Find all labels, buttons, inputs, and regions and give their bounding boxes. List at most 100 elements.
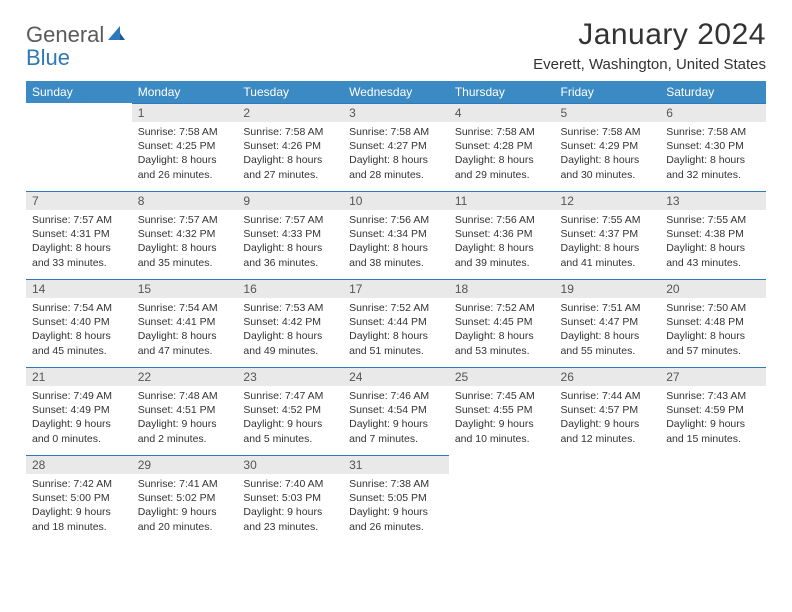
sunset-text: Sunset: 4:40 PM bbox=[32, 315, 126, 329]
calendar-cell: 14Sunrise: 7:54 AMSunset: 4:40 PMDayligh… bbox=[26, 279, 132, 367]
sunrise-text: Sunrise: 7:56 AM bbox=[349, 213, 443, 227]
sunset-text: Sunset: 4:38 PM bbox=[666, 227, 760, 241]
day-number: 11 bbox=[449, 191, 555, 210]
daylight-text-2: and 18 minutes. bbox=[32, 520, 126, 534]
sunset-text: Sunset: 4:54 PM bbox=[349, 403, 443, 417]
calendar-cell: 7 Sunrise: 7:57 AMSunset: 4:31 PMDaylight… bbox=[26, 191, 132, 279]
day-number: 22 bbox=[132, 367, 238, 386]
day-number: 3 bbox=[343, 103, 449, 122]
daylight-text-1: Daylight: 8 hours bbox=[349, 329, 443, 343]
sunrise-text: Sunrise: 7:44 AM bbox=[561, 389, 655, 403]
day-info: Sunrise: 7:50 AMSunset: 4:48 PMDaylight:… bbox=[660, 298, 766, 358]
sunrise-text: Sunrise: 7:54 AM bbox=[138, 301, 232, 315]
day-info: Sunrise: 7:58 AMSunset: 4:28 PMDaylight:… bbox=[449, 122, 555, 182]
day-number: 4 bbox=[449, 103, 555, 122]
sunrise-text: Sunrise: 7:54 AM bbox=[32, 301, 126, 315]
calendar-cell: 6Sunrise: 7:58 AMSunset: 4:30 PMDaylight… bbox=[660, 103, 766, 191]
daylight-text-2: and 45 minutes. bbox=[32, 344, 126, 358]
day-number: 21 bbox=[26, 367, 132, 386]
sunrise-text: Sunrise: 7:42 AM bbox=[32, 477, 126, 491]
sunset-text: Sunset: 4:42 PM bbox=[243, 315, 337, 329]
title-block: January 2024 Everett, Washington, United… bbox=[533, 18, 766, 73]
day-number: 19 bbox=[555, 279, 661, 298]
calendar-cell: 4Sunrise: 7:58 AMSunset: 4:28 PMDaylight… bbox=[449, 103, 555, 191]
daylight-text-2: and 35 minutes. bbox=[138, 256, 232, 270]
sunrise-text: Sunrise: 7:43 AM bbox=[666, 389, 760, 403]
calendar-cell: 1Sunrise: 7:58 AMSunset: 4:25 PMDaylight… bbox=[132, 103, 238, 191]
day-info: Sunrise: 7:54 AMSunset: 4:41 PMDaylight:… bbox=[132, 298, 238, 358]
day-info: Sunrise: 7:57 AMSunset: 4:33 PMDaylight:… bbox=[237, 210, 343, 270]
calendar-cell bbox=[555, 455, 661, 543]
calendar-cell: 9Sunrise: 7:57 AMSunset: 4:33 PMDaylight… bbox=[237, 191, 343, 279]
daylight-text-2: and 30 minutes. bbox=[561, 168, 655, 182]
day-header: Thursday bbox=[449, 81, 555, 103]
day-number: 8 bbox=[132, 191, 238, 210]
sunrise-text: Sunrise: 7:53 AM bbox=[243, 301, 337, 315]
day-header: Saturday bbox=[660, 81, 766, 103]
calendar-week: 21Sunrise: 7:49 AMSunset: 4:49 PMDayligh… bbox=[26, 367, 766, 455]
sunrise-text: Sunrise: 7:38 AM bbox=[349, 477, 443, 491]
day-number: 16 bbox=[237, 279, 343, 298]
day-info: Sunrise: 7:55 AMSunset: 4:38 PMDaylight:… bbox=[660, 210, 766, 270]
daylight-text-2: and 29 minutes. bbox=[455, 168, 549, 182]
day-number: 29 bbox=[132, 455, 238, 474]
daylight-text-1: Daylight: 8 hours bbox=[243, 153, 337, 167]
daylight-text-1: Daylight: 8 hours bbox=[243, 329, 337, 343]
sunset-text: Sunset: 4:57 PM bbox=[561, 403, 655, 417]
sunrise-text: Sunrise: 7:40 AM bbox=[243, 477, 337, 491]
day-info: Sunrise: 7:47 AMSunset: 4:52 PMDaylight:… bbox=[237, 386, 343, 446]
daylight-text-2: and 26 minutes. bbox=[349, 520, 443, 534]
daylight-text-1: Daylight: 8 hours bbox=[32, 241, 126, 255]
sunrise-text: Sunrise: 7:45 AM bbox=[455, 389, 549, 403]
daylight-text-2: and 38 minutes. bbox=[349, 256, 443, 270]
daylight-text-2: and 41 minutes. bbox=[561, 256, 655, 270]
calendar-week: 1Sunrise: 7:58 AMSunset: 4:25 PMDaylight… bbox=[26, 103, 766, 191]
sunset-text: Sunset: 5:02 PM bbox=[138, 491, 232, 505]
day-number: 7 bbox=[26, 191, 132, 210]
sunset-text: Sunset: 4:29 PM bbox=[561, 139, 655, 153]
sunrise-text: Sunrise: 7:52 AM bbox=[455, 301, 549, 315]
daylight-text-2: and 5 minutes. bbox=[243, 432, 337, 446]
sunrise-text: Sunrise: 7:57 AM bbox=[32, 213, 126, 227]
calendar-cell: 15Sunrise: 7:54 AMSunset: 4:41 PMDayligh… bbox=[132, 279, 238, 367]
day-info: Sunrise: 7:58 AMSunset: 4:25 PMDaylight:… bbox=[132, 122, 238, 182]
calendar-cell: 20Sunrise: 7:50 AMSunset: 4:48 PMDayligh… bbox=[660, 279, 766, 367]
daylight-text-2: and 2 minutes. bbox=[138, 432, 232, 446]
day-header-row: Sunday Monday Tuesday Wednesday Thursday… bbox=[26, 81, 766, 103]
calendar-cell: 13Sunrise: 7:55 AMSunset: 4:38 PMDayligh… bbox=[660, 191, 766, 279]
daylight-text-1: Daylight: 8 hours bbox=[349, 153, 443, 167]
sunset-text: Sunset: 4:49 PM bbox=[32, 403, 126, 417]
day-number: 18 bbox=[449, 279, 555, 298]
calendar-cell bbox=[449, 455, 555, 543]
sunset-text: Sunset: 5:00 PM bbox=[32, 491, 126, 505]
sunset-text: Sunset: 5:05 PM bbox=[349, 491, 443, 505]
daylight-text-2: and 47 minutes. bbox=[138, 344, 232, 358]
calendar-cell: 2Sunrise: 7:58 AMSunset: 4:26 PMDaylight… bbox=[237, 103, 343, 191]
daylight-text-1: Daylight: 8 hours bbox=[138, 153, 232, 167]
daylight-text-1: Daylight: 8 hours bbox=[243, 241, 337, 255]
daylight-text-1: Daylight: 8 hours bbox=[561, 153, 655, 167]
day-number: 9 bbox=[237, 191, 343, 210]
sunset-text: Sunset: 4:51 PM bbox=[138, 403, 232, 417]
daylight-text-2: and 23 minutes. bbox=[243, 520, 337, 534]
daylight-text-2: and 49 minutes. bbox=[243, 344, 337, 358]
day-number: 26 bbox=[555, 367, 661, 386]
sunset-text: Sunset: 4:31 PM bbox=[32, 227, 126, 241]
day-number: 1 bbox=[132, 103, 238, 122]
day-info: Sunrise: 7:55 AMSunset: 4:37 PMDaylight:… bbox=[555, 210, 661, 270]
sail-icon bbox=[106, 24, 126, 47]
sunrise-text: Sunrise: 7:51 AM bbox=[561, 301, 655, 315]
daylight-text-2: and 33 minutes. bbox=[32, 256, 126, 270]
daylight-text-1: Daylight: 8 hours bbox=[455, 241, 549, 255]
day-number: 12 bbox=[555, 191, 661, 210]
calendar-cell: 31Sunrise: 7:38 AMSunset: 5:05 PMDayligh… bbox=[343, 455, 449, 543]
sunrise-text: Sunrise: 7:57 AM bbox=[138, 213, 232, 227]
calendar-cell: 19Sunrise: 7:51 AMSunset: 4:47 PMDayligh… bbox=[555, 279, 661, 367]
day-number: 23 bbox=[237, 367, 343, 386]
sunset-text: Sunset: 4:25 PM bbox=[138, 139, 232, 153]
sunset-text: Sunset: 4:34 PM bbox=[349, 227, 443, 241]
sunrise-text: Sunrise: 7:41 AM bbox=[138, 477, 232, 491]
day-number: 17 bbox=[343, 279, 449, 298]
daylight-text-1: Daylight: 8 hours bbox=[666, 153, 760, 167]
day-info: Sunrise: 7:49 AMSunset: 4:49 PMDaylight:… bbox=[26, 386, 132, 446]
